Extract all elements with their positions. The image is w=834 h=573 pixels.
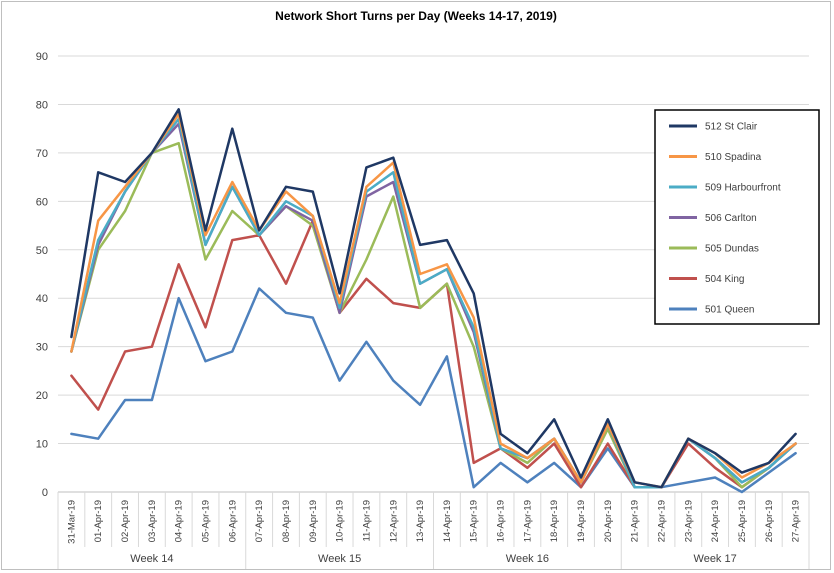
x-tick-label: 11-Apr-19 [361, 500, 372, 542]
x-tick-label: 19-Apr-19 [576, 500, 587, 542]
x-tick-label: 31-Mar-19 [66, 500, 77, 544]
x-tick-label: 08-Apr-19 [281, 500, 292, 542]
legend-entry: 510 Spadina [705, 152, 762, 163]
x-tick-label: 25-Apr-19 [737, 500, 748, 542]
x-tick-label: 26-Apr-19 [764, 500, 775, 542]
chart-title: Network Short Turns per Day (Weeks 14-17… [275, 9, 557, 23]
x-tick-label: 24-Apr-19 [710, 500, 721, 542]
series-line [70, 287, 797, 494]
y-tick-label: 20 [36, 390, 48, 402]
x-tick-label: 27-Apr-19 [791, 500, 802, 542]
x-tick-label: 02-Apr-19 [120, 500, 131, 542]
y-tick-label: 90 [36, 51, 48, 63]
x-tick-label: 12-Apr-19 [388, 500, 399, 542]
group-label: Week 17 [694, 553, 737, 565]
group-label: Week 16 [506, 553, 549, 565]
x-tick-label: 14-Apr-19 [442, 500, 453, 542]
y-tick-label: 50 [36, 245, 48, 257]
x-tick-label: 06-Apr-19 [227, 500, 238, 542]
x-tick-label: 05-Apr-19 [201, 500, 212, 542]
y-tick-label: 80 [36, 99, 48, 111]
group-label: Week 14 [130, 553, 173, 565]
legend-entry: 509 Harbourfront [705, 183, 781, 194]
x-tick-label: 07-Apr-19 [254, 500, 265, 542]
x-tick-label: 03-Apr-19 [147, 500, 158, 542]
x-tick-label: 15-Apr-19 [469, 500, 480, 542]
x-tick-label: 17-Apr-19 [522, 500, 533, 542]
y-tick-label: 30 [36, 342, 48, 354]
x-tick-label: 09-Apr-19 [308, 500, 319, 542]
x-tick-label: 22-Apr-19 [656, 500, 667, 542]
series-line [70, 108, 797, 489]
x-tick-label: 21-Apr-19 [630, 500, 641, 542]
y-tick-label: 10 [36, 439, 48, 451]
x-tick-label: 16-Apr-19 [496, 500, 507, 542]
legend-entry: 504 King [705, 274, 744, 285]
x-tick-label: 20-Apr-19 [603, 500, 614, 542]
y-tick-label: 70 [36, 148, 48, 160]
y-tick-label: 60 [36, 196, 48, 208]
legend-entry: 512 St Clair [705, 122, 758, 133]
legend: 512 St Clair 510 Spadina 509 Harbourfront 5… [654, 109, 820, 325]
legend-entry: 501 Queen [705, 305, 755, 316]
legend-entry: 506 Carlton [705, 213, 757, 224]
y-tick-label: 40 [36, 293, 48, 305]
x-tick-label: 13-Apr-19 [415, 500, 426, 542]
y-axis: 0 10 20 30 40 50 60 70 80 90 [36, 51, 48, 499]
grid-lines [58, 55, 809, 445]
series-lines [70, 108, 797, 494]
x-tick-label: 01-Apr-19 [93, 500, 104, 542]
x-tick-label: 23-Apr-19 [683, 500, 694, 542]
x-tick-label: 10-Apr-19 [335, 500, 346, 542]
y-tick-label: 0 [42, 487, 48, 499]
legend-entry: 505 Dundas [705, 244, 759, 255]
group-label: Week 15 [318, 553, 361, 565]
x-axis: 31-Mar-19 01-Apr-19 02-Apr-19 03-Apr-19 04-A… [57, 491, 810, 569]
x-tick-label: 04-Apr-19 [174, 500, 185, 542]
x-tick-label: 18-Apr-19 [549, 500, 560, 542]
